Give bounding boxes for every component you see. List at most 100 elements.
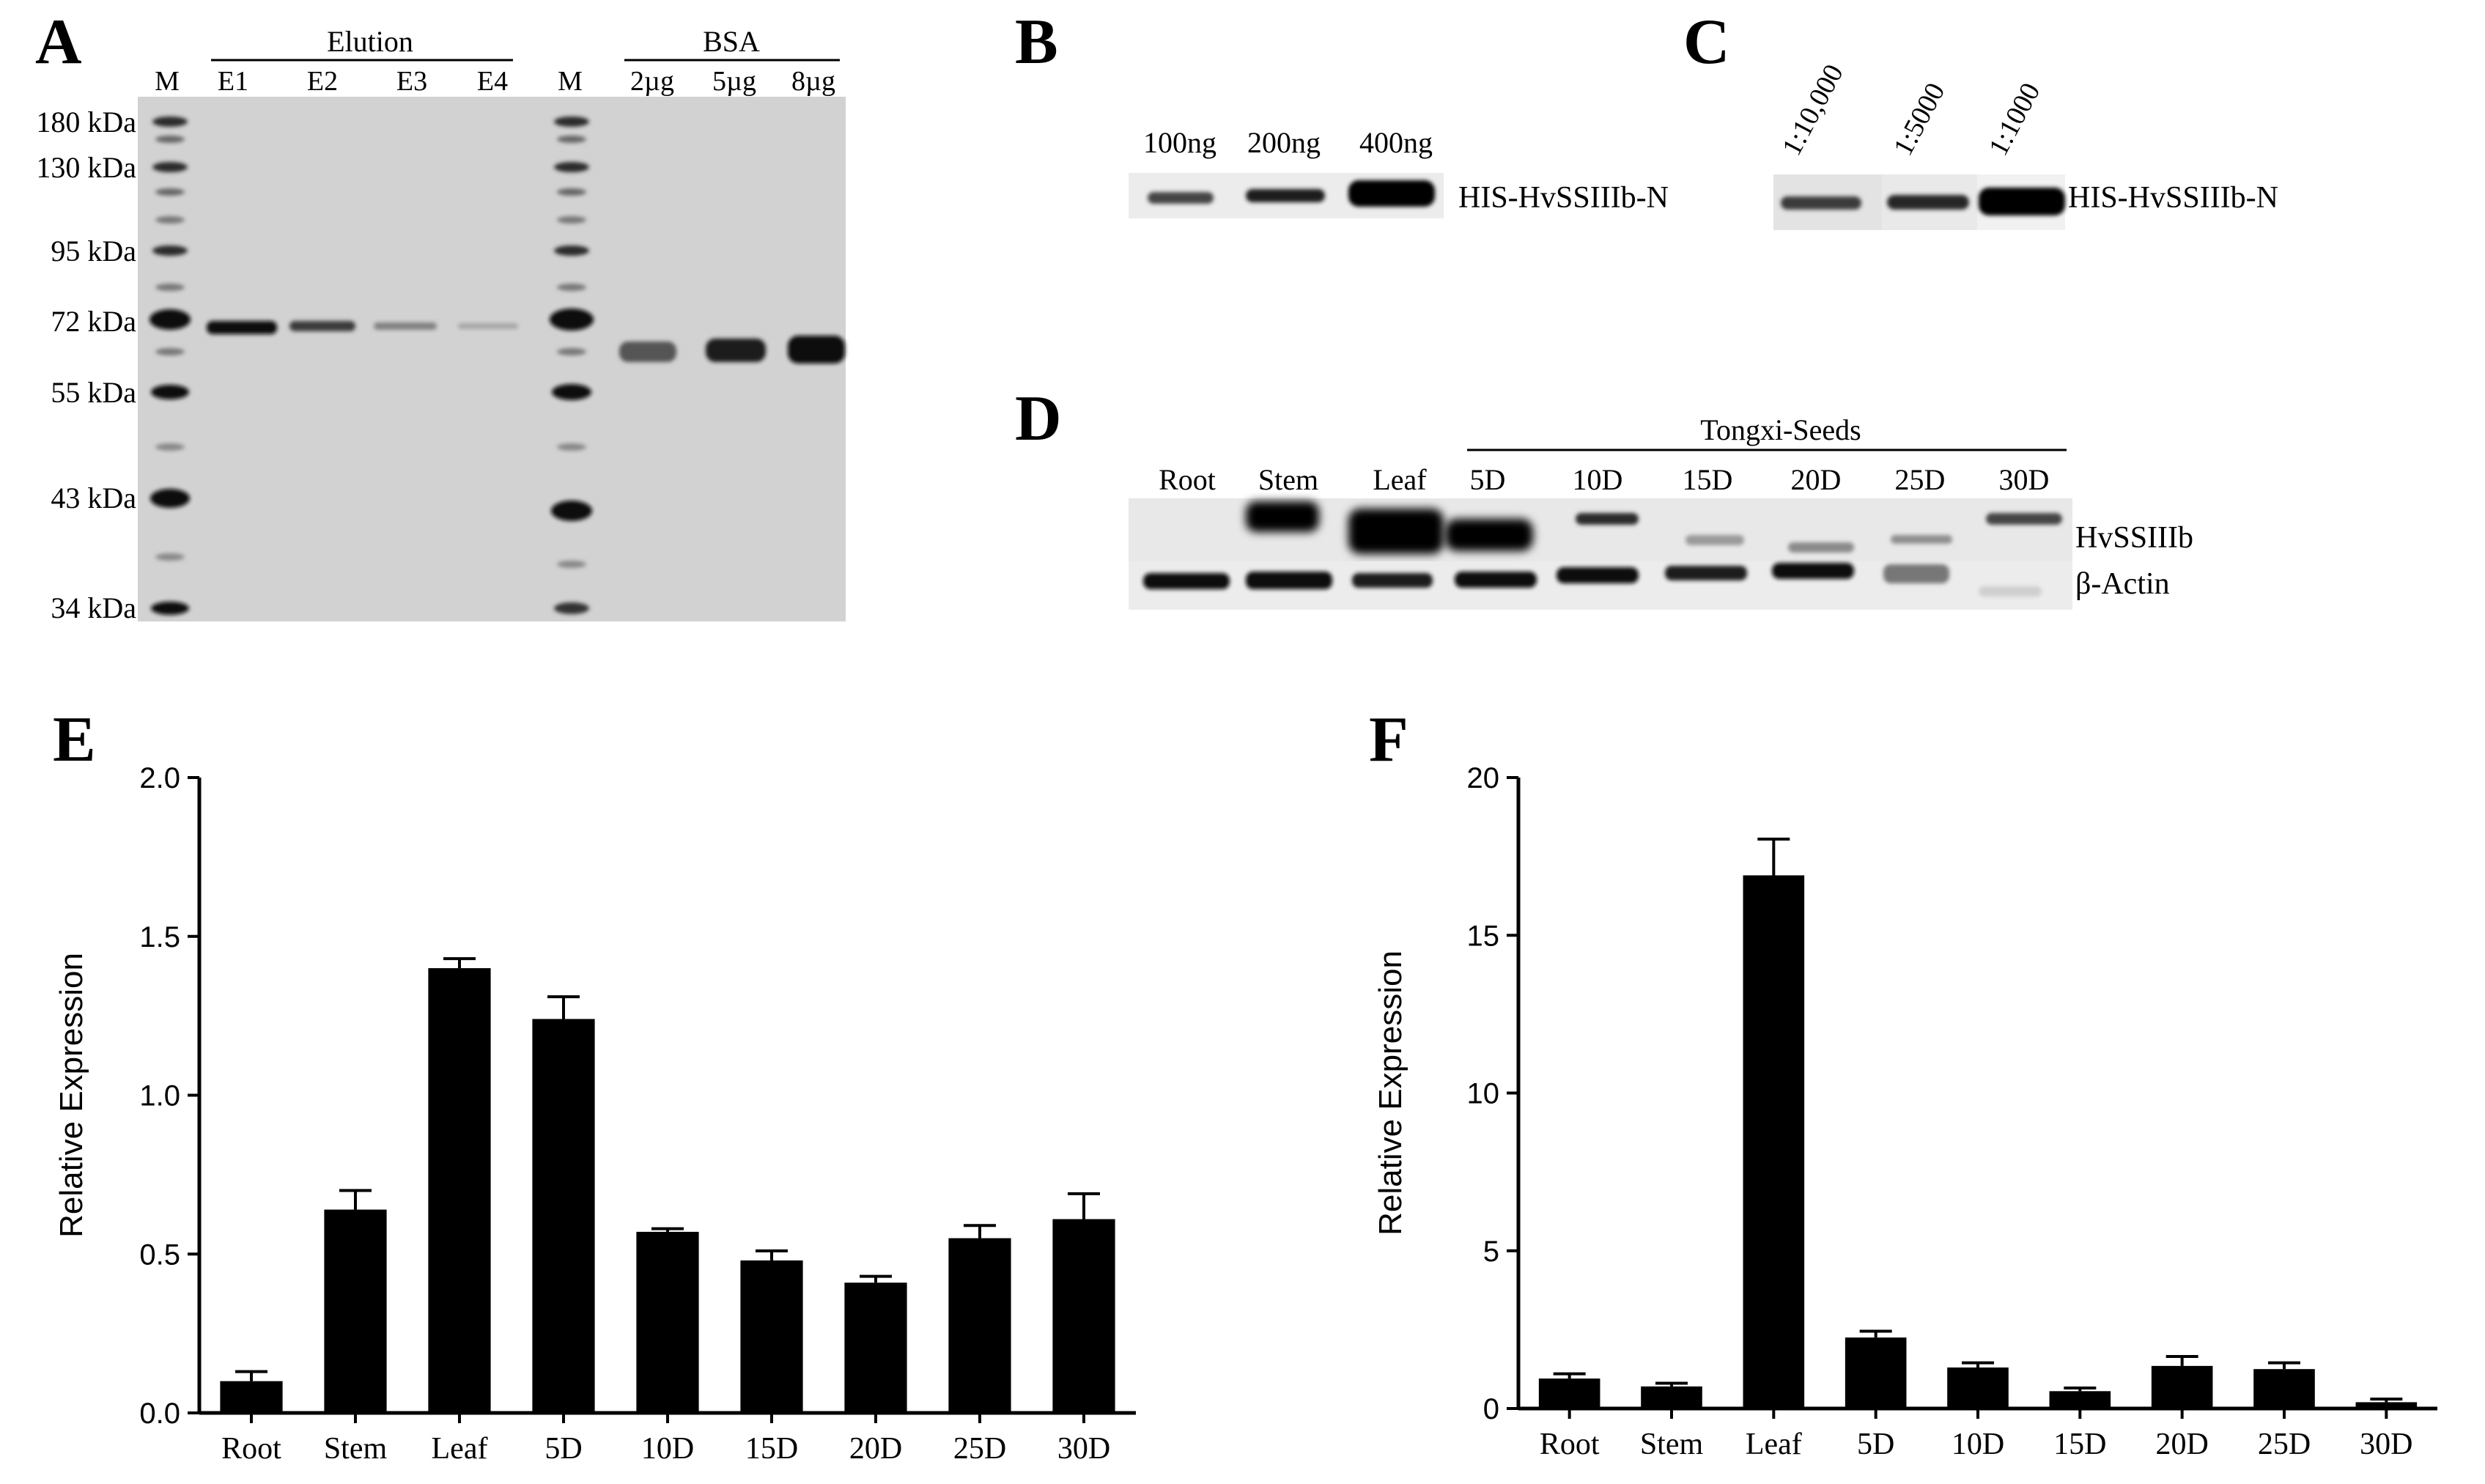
chart-f-bar-30d xyxy=(2355,1402,2418,1409)
chart-f-y-tick-label: 5 xyxy=(1483,1236,1499,1268)
lane-d-30d: 30D xyxy=(1999,463,2050,496)
marker-72: 72 kDa xyxy=(51,305,136,338)
panel-d-letter: D xyxy=(1015,383,1062,454)
marker-130: 130 kDa xyxy=(36,151,136,184)
chart-e-y-tick-label: 1.0 xyxy=(139,1080,180,1112)
chart-e-bar-5d xyxy=(532,1019,595,1413)
chart-f-x-tick-label: Stem xyxy=(1640,1428,1704,1461)
chart-f-y-tick-label: 20 xyxy=(1467,762,1500,794)
chart-f-bar-5d xyxy=(1845,1337,1907,1409)
lane-a-8ug: 8µg xyxy=(791,66,835,97)
band-a-e3 xyxy=(374,322,437,330)
lane-a-e1: E1 xyxy=(218,66,248,97)
band-c-1000 xyxy=(1979,188,2065,215)
lane-a-e3: E3 xyxy=(396,66,427,97)
lane-a-5ug: 5µg xyxy=(712,66,756,97)
chart-e-x-tick-label: 15D xyxy=(745,1432,798,1466)
chart-f-bar-15d xyxy=(2049,1391,2111,1409)
chart-e-x-tick-label: Stem xyxy=(324,1432,388,1466)
lane-d-25d: 25D xyxy=(1895,463,1946,496)
chart-f-x-tick-label: 25D xyxy=(2258,1428,2311,1461)
lane-d-leaf: Leaf xyxy=(1373,463,1427,496)
chart-e-x-tick-label: 30D xyxy=(1057,1432,1110,1466)
group-label-tongxi: Tongxi-Seeds xyxy=(1700,413,1861,446)
band-label-b: HIS-HvSSIIIb-N xyxy=(1458,181,1669,215)
lane-b-100ng: 100ng xyxy=(1143,126,1216,159)
band-a-bsa-5ug xyxy=(706,339,766,362)
chart-f-bar-leaf xyxy=(1743,875,1805,1409)
lane-c-10000: 1:10,000 xyxy=(1776,59,1850,160)
chart-e-bar-root xyxy=(220,1381,283,1413)
marker-34: 34 kDa xyxy=(51,591,136,624)
chart-f-bar-stem xyxy=(1641,1386,1702,1409)
chart-e-x-tick-label: 25D xyxy=(953,1432,1006,1466)
lane-a-m1: M xyxy=(155,66,180,97)
chart-e-bar-stem xyxy=(324,1209,387,1413)
chart-e-x-tick-label: 10D xyxy=(641,1432,694,1466)
chart-f: 0 5 10 15 20 Relative Expression Root Stem Leaf 5… xyxy=(1373,762,2437,1461)
lane-d-stem: Stem xyxy=(1258,463,1318,496)
marker-55: 55 kDa xyxy=(51,376,136,409)
blot-d-actin-bands xyxy=(1143,563,2042,597)
lane-d-15d: 15D xyxy=(1683,463,1733,496)
band-b-100ng xyxy=(1148,192,1214,204)
ladder-lane-1 xyxy=(149,117,191,615)
chart-e-bar-15d xyxy=(740,1260,803,1413)
lane-a-m2: M xyxy=(558,66,583,97)
chart-e-y-tick-label: 1.5 xyxy=(139,921,180,953)
lane-d-root: Root xyxy=(1159,463,1216,496)
band-c-5000 xyxy=(1887,195,1969,210)
chart-e-y-tick-label: 0.5 xyxy=(139,1238,180,1271)
chart-e-x-tick-label: Leaf xyxy=(432,1432,488,1466)
chart-f-bar-10d xyxy=(1947,1367,2009,1409)
band-b-200ng xyxy=(1246,189,1325,202)
chart-e-x-tick-label: 5D xyxy=(544,1432,582,1466)
chart-e-bar-leaf xyxy=(428,968,491,1413)
chart-f-x-tick-label: 20D xyxy=(2155,1428,2208,1461)
chart-f-y-tick-label: 15 xyxy=(1467,920,1500,952)
panel-c-blot: C 1:10,000 1:5000 1:1000 HIS-HvSSIIIb-N xyxy=(1683,7,2278,230)
marker-43: 43 kDa xyxy=(51,481,136,514)
chart-e-bar-25d xyxy=(948,1238,1011,1413)
band-a-e1 xyxy=(207,321,277,334)
chart-e-bar-20d xyxy=(844,1282,907,1413)
chart-f-x-tick-label: 10D xyxy=(1952,1428,2004,1461)
row-label-hvssiiib: HvSSIIIb xyxy=(2075,521,2193,555)
band-a-e2 xyxy=(289,321,355,331)
lane-d-5d: 5D xyxy=(1470,463,1506,496)
band-a-bsa-2ug xyxy=(619,342,676,362)
chart-e-y-label: Relative Expression xyxy=(53,953,89,1238)
chart-f-y-tick-label: 0 xyxy=(1483,1393,1499,1425)
lane-d-10d: 10D xyxy=(1573,463,1623,496)
lane-d-20d: 20D xyxy=(1791,463,1842,496)
chart-f-bar-root xyxy=(1538,1378,1600,1409)
panel-d-blot: D Tongxi-Seeds Root Stem Leaf 5D 10D 15D… xyxy=(1015,383,2193,610)
row-label-actin: β-Actin xyxy=(2075,567,2170,601)
band-b-400ng xyxy=(1348,180,1435,207)
chart-e-y-tick-label: 2.0 xyxy=(139,762,180,794)
lane-b-200ng: 200ng xyxy=(1247,126,1321,159)
blot-d-target-bands xyxy=(1246,501,2062,554)
chart-f-x-tick-label: Leaf xyxy=(1746,1428,1802,1461)
chart-e: 0.0 0.5 1.0 1.5 2.0 Relative Expression Root St… xyxy=(53,762,1136,1466)
panel-f-letter: F xyxy=(1369,704,1408,775)
marker-180: 180 kDa xyxy=(36,106,136,139)
ladder-lane-2 xyxy=(550,117,594,614)
chart-f-y-tick-label: 10 xyxy=(1467,1078,1500,1110)
lane-a-e2: E2 xyxy=(307,66,338,97)
panel-a-gel: A Elution BSA M E1 E2 E3 E4 M 2µg 5µg 8µ… xyxy=(35,7,846,624)
chart-e-bar-30d xyxy=(1052,1219,1115,1413)
chart-f-x-tick-label: 15D xyxy=(2053,1428,2106,1461)
chart-f-x-tick-label: 5D xyxy=(1857,1428,1894,1461)
chart-f-bar-20d xyxy=(2151,1365,2213,1409)
panel-b-blot: B 100ng 200ng 400ng HIS-HvSSIIIb-N xyxy=(1015,7,1669,218)
chart-e-y-tick-label: 0.0 xyxy=(139,1398,180,1430)
chart-f-y-label: Relative Expression xyxy=(1373,950,1408,1236)
group-label-elution: Elution xyxy=(327,25,413,58)
band-c-10000 xyxy=(1781,196,1861,210)
chart-e-x-tick-label: Root xyxy=(221,1432,281,1466)
chart-f-x-tick-label: 30D xyxy=(2360,1428,2412,1461)
chart-f-bar-25d xyxy=(2253,1369,2315,1409)
lane-a-2ug: 2µg xyxy=(630,66,674,97)
